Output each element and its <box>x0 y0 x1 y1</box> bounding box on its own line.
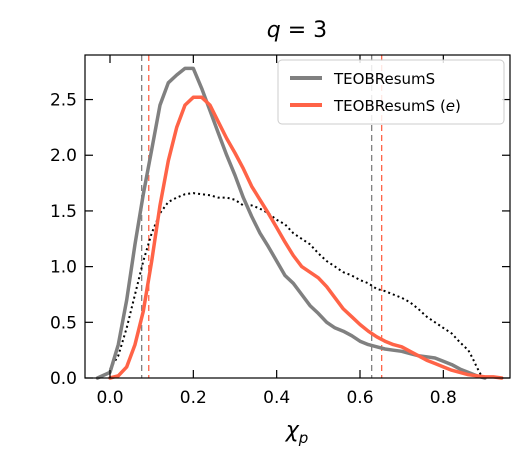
x-tick-label: 0.0 <box>96 388 123 408</box>
legend-box <box>277 59 505 125</box>
y-tick-label: 2.0 <box>50 146 77 166</box>
title-rest: = 3 <box>281 18 327 43</box>
series-layer <box>95 66 504 380</box>
tick-labels: 0.0 0.2 0.4 0.6 0.8 0.0 0.5 1.0 1.5 2.0 2.5 <box>50 91 457 408</box>
x-tick-label: 0.6 <box>346 388 373 408</box>
title-variable: q <box>267 18 281 43</box>
y-tick-label: 0.0 <box>50 369 77 389</box>
x-tick-label: 0.4 <box>263 388 290 408</box>
legend: TEOBResumS TEOBResumS (e) <box>277 59 505 125</box>
legend-label-teobresums: TEOBResumS <box>333 70 435 88</box>
x-tick-label: 0.8 <box>430 388 457 408</box>
series-line-2 <box>109 192 486 379</box>
plot-frame <box>84 54 511 379</box>
x-axis-label-subscript: p <box>298 429 309 447</box>
y-tick-label: 1.5 <box>50 202 77 222</box>
ticks <box>85 55 510 379</box>
y-tick-label: 0.5 <box>50 313 77 333</box>
chart-title: q = 3 <box>267 18 327 43</box>
legend-label-teobresums-e: TEOBResumS (e) <box>333 97 461 115</box>
x-axis-label-symbol: χ <box>285 418 300 443</box>
x-tick-label: 0.2 <box>180 388 207 408</box>
y-tick-label: 1.0 <box>50 258 77 278</box>
y-tick-label: 2.5 <box>50 91 77 111</box>
x-axis-label: χp <box>285 418 309 447</box>
series-line-1 <box>108 95 504 380</box>
